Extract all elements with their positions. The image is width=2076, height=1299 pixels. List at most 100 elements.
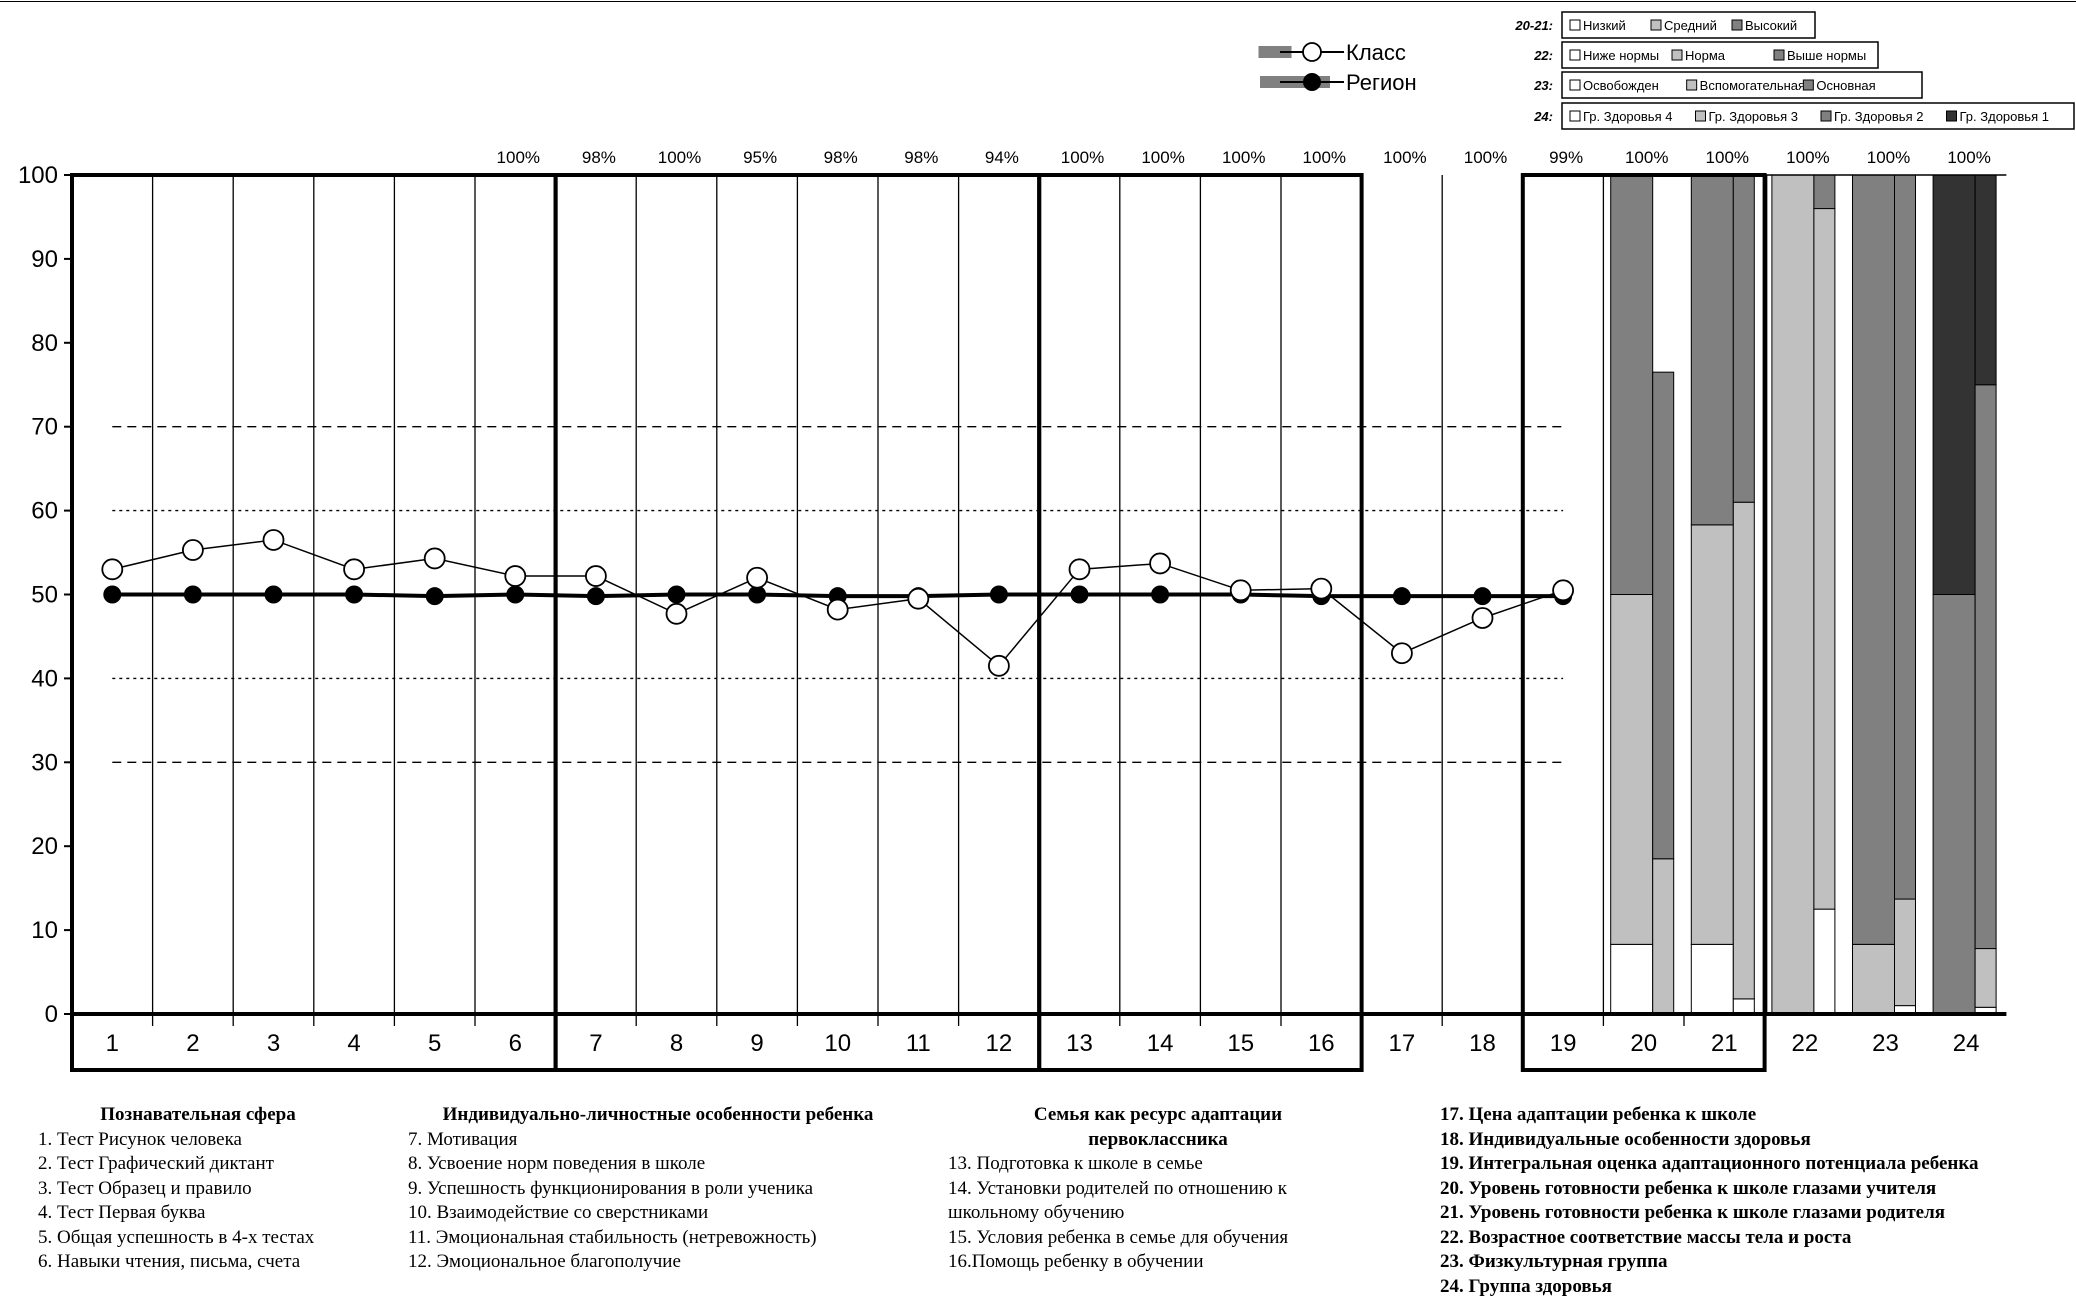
data-point-region [426, 587, 444, 605]
x-tick-label: 13 [1066, 1030, 1093, 1057]
group-item: 15. Условия ребенка в семье для обучения [948, 1226, 1368, 1251]
bar-segment [1853, 175, 1895, 944]
percent-label: 100% [497, 148, 540, 167]
bar-segment [1772, 175, 1814, 1014]
data-point-region [1071, 586, 1089, 604]
stacked-legend-swatch [1732, 20, 1742, 30]
bar-segment [1975, 385, 1996, 949]
bar-segment [1691, 944, 1733, 1014]
group-item: школьному обучению [948, 1201, 1368, 1226]
stacked-bars [1611, 175, 1996, 1014]
bar-segment [1975, 175, 1996, 385]
percent-label: 100% [1625, 148, 1668, 167]
bar-segment [1611, 175, 1653, 595]
group-item: 17. Цена адаптации ребенка к школе [1440, 1103, 2070, 1128]
x-tick-label: 9 [750, 1030, 763, 1057]
x-tick-label: 22 [1792, 1030, 1819, 1057]
data-point-class [1070, 559, 1090, 579]
y-tick-label: 70 [31, 414, 58, 441]
group-item: 10. Взаимодействие со сверстниками [408, 1201, 908, 1226]
y-tick-label: 10 [31, 917, 58, 944]
x-tick-label: 18 [1469, 1030, 1496, 1057]
stacked-legend-item: Гр. Здоровья 3 [1709, 109, 1798, 124]
group-title: первоклассника [948, 1128, 1368, 1153]
percent-label: 100% [1786, 148, 1829, 167]
x-tick-label: 4 [347, 1030, 360, 1057]
stacked-legend-item: Средний [1664, 18, 1717, 33]
bar-segment [1653, 859, 1674, 1014]
bar-segment [1933, 175, 1975, 595]
stacked-legend-swatch [1803, 80, 1813, 90]
x-tick-label: 7 [589, 1030, 602, 1057]
y-tick-label: 100 [18, 162, 58, 189]
group-item: 13. Подготовка к школе в семье [948, 1152, 1368, 1177]
bar-segment [1814, 175, 1835, 209]
stacked-legend-swatch [1651, 20, 1661, 30]
group-item: 14. Установки родителей по отношению к [948, 1177, 1368, 1202]
stacked-legend-item: Низкий [1583, 18, 1626, 33]
stacked-legend-swatch [1672, 50, 1682, 60]
bar-segment [1975, 949, 1996, 1008]
group-item: 3. Тест Образец и правило [38, 1177, 358, 1202]
y-tick-label: 20 [31, 833, 58, 860]
group-item: 8. Усвоение норм поведения в школе [408, 1152, 908, 1177]
percent-label: 98% [824, 148, 858, 167]
group-item: 16.Помощь ребенку в обучении [948, 1250, 1368, 1275]
data-point-region [587, 587, 605, 605]
stacked-legend-swatch [1570, 111, 1580, 121]
percent-label: 100% [1303, 148, 1346, 167]
data-point-class [586, 566, 606, 586]
stacked-legend-swatch [1570, 80, 1580, 90]
data-point-class [264, 530, 284, 550]
stacked-legend-label: 24: [1533, 109, 1553, 124]
stacked-legend-label: 23: [1533, 78, 1553, 93]
data-point-class [102, 559, 122, 579]
group-item: 18. Индивидуальные особенности здоровья [1440, 1128, 2070, 1153]
percent-label: 100% [1141, 148, 1184, 167]
stacked-legend-item: Ниже нормы [1583, 48, 1659, 63]
stacked-legend-item: Вспомогательная [1700, 78, 1805, 93]
bar-segment [1895, 175, 1916, 899]
group-item: 20. Уровень готовности ребенка к школе г… [1440, 1177, 2070, 1202]
x-tick-label: 16 [1308, 1030, 1335, 1057]
y-tick-label: 50 [31, 582, 58, 609]
data-point-region [1474, 587, 1492, 605]
stacked-legend-swatch [1947, 111, 1957, 121]
data-point-region [990, 586, 1008, 604]
series [102, 530, 1573, 676]
stacked-legend-item: Норма [1685, 48, 1726, 63]
stacked-legend-item: Гр. Здоровья 1 [1960, 109, 2049, 124]
percent-label: 100% [1706, 148, 1749, 167]
data-point-region [345, 586, 363, 604]
percent-labels: 100%98%100%95%98%98%94%100%100%100%100%1… [497, 148, 1991, 167]
bar-segment [1853, 944, 1895, 1014]
bar-segment [1814, 909, 1835, 1014]
percent-label: 100% [1867, 148, 1910, 167]
bar-segment [1653, 372, 1674, 859]
percent-label: 98% [904, 148, 938, 167]
data-point-class [344, 559, 364, 579]
percent-label: 98% [582, 148, 616, 167]
y-tick-label: 40 [31, 665, 58, 692]
bar-segment [1895, 899, 1916, 1006]
group-item: 11. Эмоциональная стабильность (нетревож… [408, 1226, 908, 1251]
x-tick-label: 20 [1630, 1030, 1657, 1057]
group-item: 2. Тест Графический диктант [38, 1152, 358, 1177]
data-point-region [184, 586, 202, 604]
x-tick-label: 8 [670, 1030, 683, 1057]
data-point-region [1151, 586, 1169, 604]
group-title: Познавательная сфера [38, 1103, 358, 1128]
stacked-legend-item: Высокий [1745, 18, 1797, 33]
percent-label: 100% [1222, 148, 1265, 167]
x-tick-label: 15 [1227, 1030, 1254, 1057]
bar-segment [1691, 175, 1733, 525]
stacked-legend-item: Выше нормы [1787, 48, 1866, 63]
x-tick-label: 11 [906, 1030, 931, 1057]
bar-segment [1733, 999, 1754, 1014]
legend-label: Класс [1346, 40, 1406, 65]
bar-segment [1814, 209, 1835, 910]
y-tick-label: 30 [31, 749, 58, 776]
stacked-legend-swatch [1570, 50, 1580, 60]
